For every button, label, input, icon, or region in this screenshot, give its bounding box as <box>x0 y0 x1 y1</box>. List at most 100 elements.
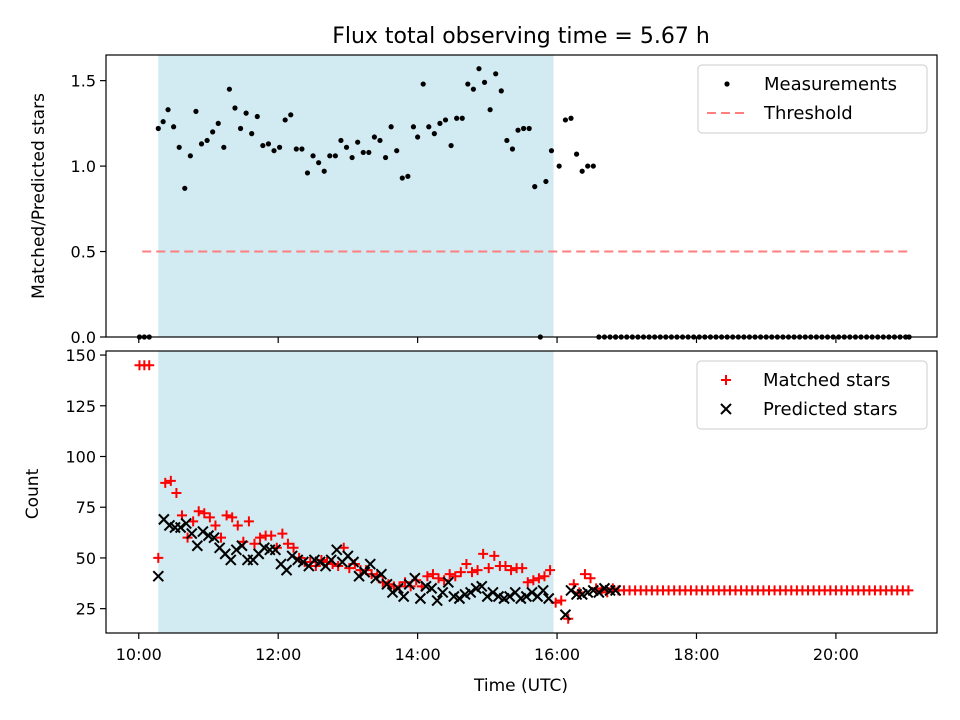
measurement-point <box>532 184 538 190</box>
measurement-point <box>590 163 596 169</box>
matched-star-point <box>344 563 355 574</box>
predicted-star-point <box>609 584 622 597</box>
measurement-point <box>226 86 232 92</box>
predicted-star-point <box>191 540 204 552</box>
predicted-star-point <box>442 576 455 588</box>
matched-star-point <box>227 512 238 523</box>
measurement-point <box>509 146 516 152</box>
predicted-star-point <box>152 570 164 582</box>
matched-star-point <box>204 512 215 523</box>
measurement-point <box>254 113 260 120</box>
legend-label: Matched stars <box>763 370 890 391</box>
predicted-star-point <box>476 580 488 593</box>
measurement-point <box>481 79 488 85</box>
y-tick-label: 25 <box>76 600 96 619</box>
measurement-point <box>288 112 294 118</box>
measurement-point <box>271 148 277 154</box>
measurement-point <box>182 185 188 191</box>
measurement-point <box>448 142 454 149</box>
measurement-point <box>465 81 471 87</box>
matched-star-point <box>422 571 433 582</box>
measurement-point <box>237 125 244 132</box>
predicted-star-point <box>565 584 577 597</box>
measurement-point <box>243 110 249 116</box>
measurement-point <box>349 154 355 161</box>
y-tick-label: 100 <box>65 447 96 466</box>
predicted-star-point <box>375 568 388 580</box>
measurement-point <box>526 125 532 132</box>
measurement-point <box>377 137 383 144</box>
matched-star-point <box>467 567 478 578</box>
matched-star-point <box>277 528 288 539</box>
measurement-point <box>160 119 166 125</box>
predicted-star-point <box>503 590 516 603</box>
matched-star-point <box>427 569 438 580</box>
measurement-point <box>382 154 389 161</box>
predicted-star-point <box>364 558 376 570</box>
legend-label: Threshold <box>763 103 853 124</box>
measurement-point <box>310 153 316 159</box>
x-tick-label: 12:00 <box>255 645 301 664</box>
observing-span <box>158 55 554 337</box>
matched-star-point <box>199 508 210 519</box>
measurement-point <box>454 115 460 121</box>
matched-star-point <box>266 530 277 541</box>
measurement-point <box>332 153 338 159</box>
measurement-point <box>155 125 161 132</box>
data-layer <box>134 360 914 624</box>
y-axis-label-count: Count <box>23 468 43 519</box>
x-tick-label: 18:00 <box>673 645 719 664</box>
legend: Matched stars Predicted stars <box>696 360 928 430</box>
measurement-point <box>282 117 288 123</box>
legend-box <box>697 64 928 134</box>
measurement-point <box>410 124 417 130</box>
y-axis-label-ratio: Matched/Predicted stars <box>29 93 49 299</box>
matched-star-point <box>478 548 489 559</box>
measurement-point <box>210 129 216 135</box>
matched-star-point <box>461 559 472 570</box>
measurement-point <box>204 137 210 144</box>
predicted-star-point <box>431 594 443 607</box>
predicted-star-point <box>481 590 494 603</box>
measurement-point <box>176 144 182 150</box>
matched-star-point <box>450 571 461 582</box>
predicted-star-point <box>593 586 605 599</box>
measurement-point <box>562 117 569 123</box>
predicted-star-point <box>280 564 293 576</box>
measurement-point <box>388 124 394 130</box>
axes-frame <box>105 54 938 338</box>
x-tick-label: 20:00 <box>813 645 859 664</box>
predicted-star-point <box>437 586 449 599</box>
matched-star-point <box>153 552 164 563</box>
x-tick-label: 14:00 <box>395 645 441 664</box>
measurement-point <box>405 173 411 179</box>
matched-star-point <box>522 577 533 588</box>
predicted-star-point <box>487 586 499 599</box>
y-tick-label: 125 <box>65 397 96 416</box>
x-axis-label: Time (UTC) <box>473 676 568 696</box>
measurement-point <box>366 149 372 156</box>
y-tick-label: 0.0 <box>71 328 96 347</box>
measurement-point <box>260 142 266 149</box>
matched-star-point <box>517 563 528 574</box>
measurement-point <box>556 163 562 169</box>
measurement-point <box>543 178 549 185</box>
matched-star-point <box>210 520 221 531</box>
x-tick-label: 16:00 <box>534 645 580 664</box>
predicted-star-point <box>180 517 192 530</box>
measurement-point <box>459 115 465 121</box>
measurement-point <box>415 134 421 140</box>
measurement-point <box>504 137 510 144</box>
measurement-point <box>585 163 591 169</box>
matched-star-point <box>193 506 204 517</box>
predicted-star-point <box>559 609 572 621</box>
predicted-star-point <box>331 544 343 556</box>
matched-star-point <box>556 595 567 606</box>
measurement-point <box>343 144 350 150</box>
matched-star-point <box>243 516 254 527</box>
matched-star-point <box>539 571 550 582</box>
measurement-point <box>232 105 238 111</box>
measurement-point <box>437 120 443 126</box>
measurement-point <box>276 144 283 150</box>
predicted-star-point <box>314 556 326 568</box>
